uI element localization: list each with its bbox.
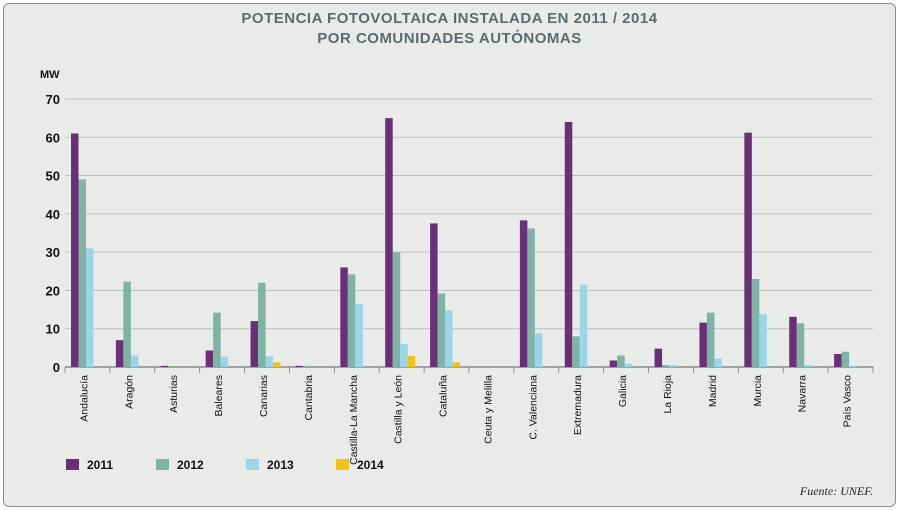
bar-2012 (751, 278, 760, 367)
bar-2011 (430, 223, 438, 367)
bar-2012 (706, 312, 715, 367)
x-tick-label: Andalucía (78, 375, 90, 422)
bar-2011 (609, 360, 618, 367)
y-tick-label: 0 (53, 360, 60, 375)
bar-2013 (804, 365, 812, 367)
legend-swatch-2012 (156, 459, 169, 470)
bar-2012 (796, 323, 805, 367)
y-tick-label: 70 (46, 92, 60, 107)
y-tick-label: 30 (46, 245, 60, 260)
bar-2014 (407, 355, 416, 367)
bar-2012 (572, 336, 580, 367)
legend-swatch-2013 (246, 459, 259, 470)
bar-2012 (347, 274, 356, 367)
bar-2012 (841, 351, 850, 367)
bar-2011 (205, 350, 214, 367)
x-tick-label: País Vasco (842, 375, 854, 427)
bar-2012 (617, 355, 625, 367)
bar-2011 (160, 365, 169, 367)
chart-title: POTENCIA FOTOVOLTAICA INSTALADA EN 2011 … (241, 10, 658, 27)
bar-2013 (400, 344, 408, 367)
y-tick-label: 50 (46, 169, 60, 184)
bar-2011 (564, 121, 573, 367)
x-tick-label: Ceuta y Melilla (482, 375, 494, 444)
bar-2013 (220, 356, 229, 367)
bar-2012 (123, 281, 131, 367)
x-tick-label: Extremadura (572, 375, 584, 435)
bar-2011 (295, 365, 303, 367)
bar-2013 (265, 356, 274, 367)
y-tick-label: 40 (46, 207, 60, 222)
x-tick-label: Murcia (752, 375, 764, 407)
bar-2013 (130, 355, 139, 367)
bar-2012 (392, 252, 401, 367)
bar-2012 (662, 365, 670, 367)
bar-2014 (273, 362, 281, 367)
bar-2012 (302, 365, 311, 367)
bar-2011 (385, 118, 393, 368)
bar-2012 (213, 312, 221, 367)
legend-label-2013: 2013 (267, 458, 294, 472)
x-tick-label: Canarias (258, 375, 270, 417)
y-tick-label: 60 (46, 130, 60, 145)
bar-2012 (258, 282, 266, 367)
legend-swatch-2011 (66, 459, 79, 470)
bar-2013 (759, 314, 767, 367)
source-note: Fuente: UNEF. (799, 484, 873, 498)
bar-2012 (437, 293, 446, 367)
bar-2013 (445, 310, 453, 367)
y-tick-label: 20 (46, 283, 60, 298)
x-tick-label: Castilla y León (393, 375, 405, 444)
legend-label-2012: 2012 (177, 458, 204, 472)
x-tick-label: Madrid (707, 375, 719, 407)
bar-2012 (78, 179, 86, 367)
bar-2013 (579, 284, 588, 367)
x-tick-label: Baleares (213, 375, 225, 416)
bar-2013 (624, 363, 633, 367)
bar-2011 (71, 133, 79, 367)
legend-swatch-2014 (336, 459, 349, 470)
bar-2011 (115, 340, 124, 367)
x-tick-label: Navarra (797, 375, 809, 413)
bar-2011 (699, 322, 707, 367)
x-tick-label: Asturias (168, 375, 180, 413)
x-tick-label: Galicia (617, 375, 629, 407)
bar-2011 (519, 220, 528, 367)
x-tick-label: Cantabria (303, 375, 315, 421)
bar-2013 (534, 333, 543, 367)
bar-2012 (527, 228, 535, 367)
x-tick-label: La Rioja (662, 375, 674, 414)
bar-2014 (452, 362, 461, 367)
x-tick-label: C. Valenciana (527, 375, 539, 440)
chart-subtitle: POR COMUNIDADES AUTÓNOMAS (317, 30, 582, 47)
legend-label-2014: 2014 (357, 458, 384, 472)
bar-2011 (250, 321, 259, 367)
bar-2011 (834, 353, 842, 367)
bar-2011 (744, 132, 752, 367)
y-tick-label: 10 (46, 322, 60, 337)
y-axis-label: MW (40, 69, 60, 81)
bar-2011 (654, 348, 663, 367)
x-tick-label: Cataluña (438, 375, 450, 417)
bar-2011 (789, 316, 797, 367)
x-tick-label: Aragón (123, 375, 135, 409)
x-tick-label: Castilla-La Mancha (348, 375, 360, 465)
legend-label-2011: 2011 (87, 458, 113, 472)
bar-2013 (849, 365, 857, 367)
bar-2011 (340, 267, 348, 367)
bar-2013 (355, 303, 363, 367)
bar-2013 (669, 365, 678, 367)
bar-2013 (86, 248, 94, 367)
bar-2013 (714, 358, 722, 367)
